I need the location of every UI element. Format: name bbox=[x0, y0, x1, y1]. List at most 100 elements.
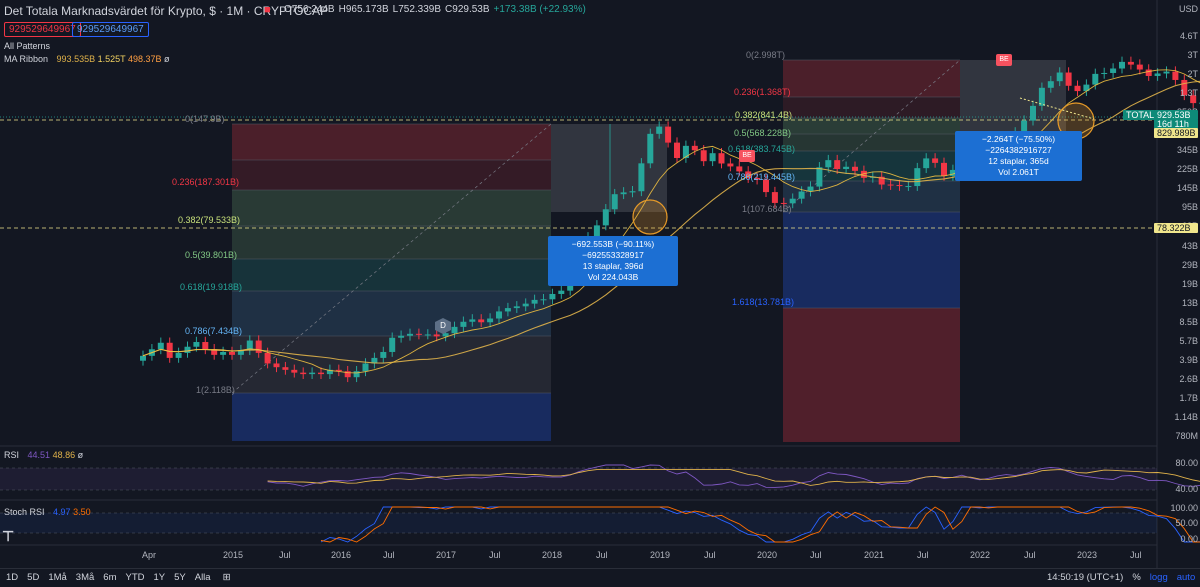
goto-date-icon[interactable]: ⊞ bbox=[222, 572, 231, 583]
candle bbox=[602, 209, 609, 226]
candle bbox=[282, 367, 289, 370]
log-toggle[interactable]: logg bbox=[1149, 572, 1168, 583]
range-all[interactable]: Alla bbox=[194, 572, 211, 583]
range-5d[interactable]: 5D bbox=[27, 572, 40, 583]
stoch-legend[interactable]: Stoch RSI 4.97 3.50 bbox=[4, 507, 91, 517]
ma-ribbon-label: MA Ribbon bbox=[4, 54, 49, 64]
all-patterns-label[interactable]: All Patterns bbox=[4, 41, 51, 51]
percent-toggle[interactable]: % bbox=[1132, 572, 1141, 583]
range-1d[interactable]: 1D bbox=[6, 572, 19, 583]
candle bbox=[1136, 64, 1143, 70]
candle bbox=[300, 372, 307, 375]
time-tick: 2017 bbox=[436, 550, 457, 560]
candle bbox=[531, 299, 538, 304]
candle bbox=[1190, 95, 1197, 104]
candle bbox=[780, 202, 787, 204]
candle bbox=[1056, 72, 1063, 82]
candle bbox=[718, 153, 725, 164]
stoch-band bbox=[0, 513, 1157, 533]
fib-right-zone bbox=[783, 151, 960, 181]
price-tick: 145B bbox=[1176, 183, 1198, 194]
candle bbox=[905, 186, 912, 188]
range-5y[interactable]: 5Y bbox=[174, 572, 186, 583]
candle bbox=[629, 191, 636, 193]
level2-tag: 78.322B bbox=[1154, 223, 1198, 233]
fib-right-top: 0(2.998T) bbox=[746, 50, 786, 60]
range-buttons: 1D 5D 1Må 3Må 6m YTD 1Y 5Y Alla ⊞ bbox=[6, 571, 240, 583]
rsi-legend[interactable]: RSI 44.51 48.86 ø bbox=[4, 450, 83, 460]
candle bbox=[211, 349, 218, 355]
candle bbox=[469, 319, 476, 322]
candle bbox=[318, 372, 324, 375]
candle bbox=[229, 351, 235, 355]
clock-time[interactable]: 14:50:19 (UTC+1) bbox=[1047, 572, 1124, 583]
d-marker[interactable]: D bbox=[435, 318, 451, 334]
range-3m[interactable]: 3Må bbox=[75, 572, 95, 583]
candle bbox=[246, 340, 253, 351]
red-square-icon[interactable]: ■ bbox=[264, 4, 271, 16]
range-1m[interactable]: 1Må bbox=[48, 572, 67, 583]
price-tick: 19B bbox=[1181, 278, 1198, 289]
price-tick: 1.7B bbox=[1179, 392, 1198, 403]
input-red[interactable]: 929529649967 bbox=[4, 22, 81, 37]
rsi-v2: 48.86 bbox=[52, 450, 76, 460]
candle bbox=[157, 342, 164, 350]
candle bbox=[860, 170, 867, 178]
rsi-v1: 44.51 bbox=[27, 450, 51, 460]
ma-ribbon-legend[interactable]: MA Ribbon 993.535B 1.525T 498.37B ø bbox=[4, 54, 170, 64]
fib-left-zone bbox=[232, 259, 551, 291]
be-marker-2021[interactable]: BE bbox=[996, 54, 1012, 66]
ohlc-low: L752.339B bbox=[392, 4, 442, 15]
fib-right-1618: 1.618(13.781B) bbox=[732, 297, 795, 307]
candle bbox=[451, 326, 458, 334]
candle bbox=[460, 321, 467, 327]
fib-left-zone bbox=[232, 291, 551, 336]
candle bbox=[549, 293, 556, 300]
candle bbox=[656, 126, 663, 134]
infobox-left-line1: −692.553B (−90.11%) −692553328917 bbox=[571, 239, 655, 260]
candle bbox=[504, 308, 511, 312]
candle bbox=[1119, 61, 1125, 69]
candle bbox=[522, 303, 529, 307]
candle bbox=[540, 299, 547, 301]
candle bbox=[763, 179, 769, 193]
range-ytd[interactable]: YTD bbox=[125, 572, 145, 583]
currency-label[interactable]: USD bbox=[1178, 4, 1198, 14]
candle bbox=[1181, 79, 1188, 96]
tradingview-logo-icon[interactable]: ⊤ bbox=[2, 528, 15, 544]
price-tick: 345B bbox=[1176, 145, 1198, 156]
stoch-tick-50: 50.00 bbox=[1175, 518, 1198, 528]
time-tick: Jul bbox=[1130, 550, 1142, 560]
candle bbox=[1065, 72, 1072, 86]
candle bbox=[371, 357, 378, 364]
range-1y[interactable]: 1Y bbox=[153, 572, 166, 583]
time-tick: Jul bbox=[810, 550, 822, 560]
input-blue[interactable]: 929529649967 bbox=[72, 22, 149, 37]
candle bbox=[1092, 73, 1099, 85]
fib-right-zone bbox=[783, 134, 960, 151]
candle bbox=[834, 160, 841, 170]
price-tick: 13B bbox=[1181, 297, 1198, 308]
fib-right-0618: 0.618(383.745B) bbox=[728, 144, 796, 154]
infobox-right: −2.264T (−75.50%) −2264382916727 12 stap… bbox=[955, 131, 1082, 181]
candle bbox=[175, 352, 182, 358]
downtrend-line bbox=[1019, 97, 1095, 120]
candle bbox=[255, 340, 262, 353]
candle bbox=[674, 142, 680, 158]
fib-left-1: 1(2.118B) bbox=[196, 385, 235, 395]
fib-right-zone bbox=[783, 118, 960, 134]
candle bbox=[1083, 84, 1090, 92]
time-tick: Apr bbox=[142, 550, 157, 560]
candle bbox=[825, 160, 832, 168]
candle bbox=[852, 166, 858, 171]
range-6m[interactable]: 6m bbox=[103, 572, 117, 583]
candle bbox=[727, 163, 734, 167]
auto-toggle[interactable]: auto bbox=[1176, 572, 1196, 583]
time-tick: 2021 bbox=[864, 550, 885, 560]
candle bbox=[682, 145, 689, 158]
be-marker-2019[interactable]: BE bbox=[739, 150, 755, 162]
candle bbox=[353, 371, 360, 378]
ma-ribbon-v2: 1.525T bbox=[97, 54, 126, 64]
candle bbox=[807, 186, 814, 192]
